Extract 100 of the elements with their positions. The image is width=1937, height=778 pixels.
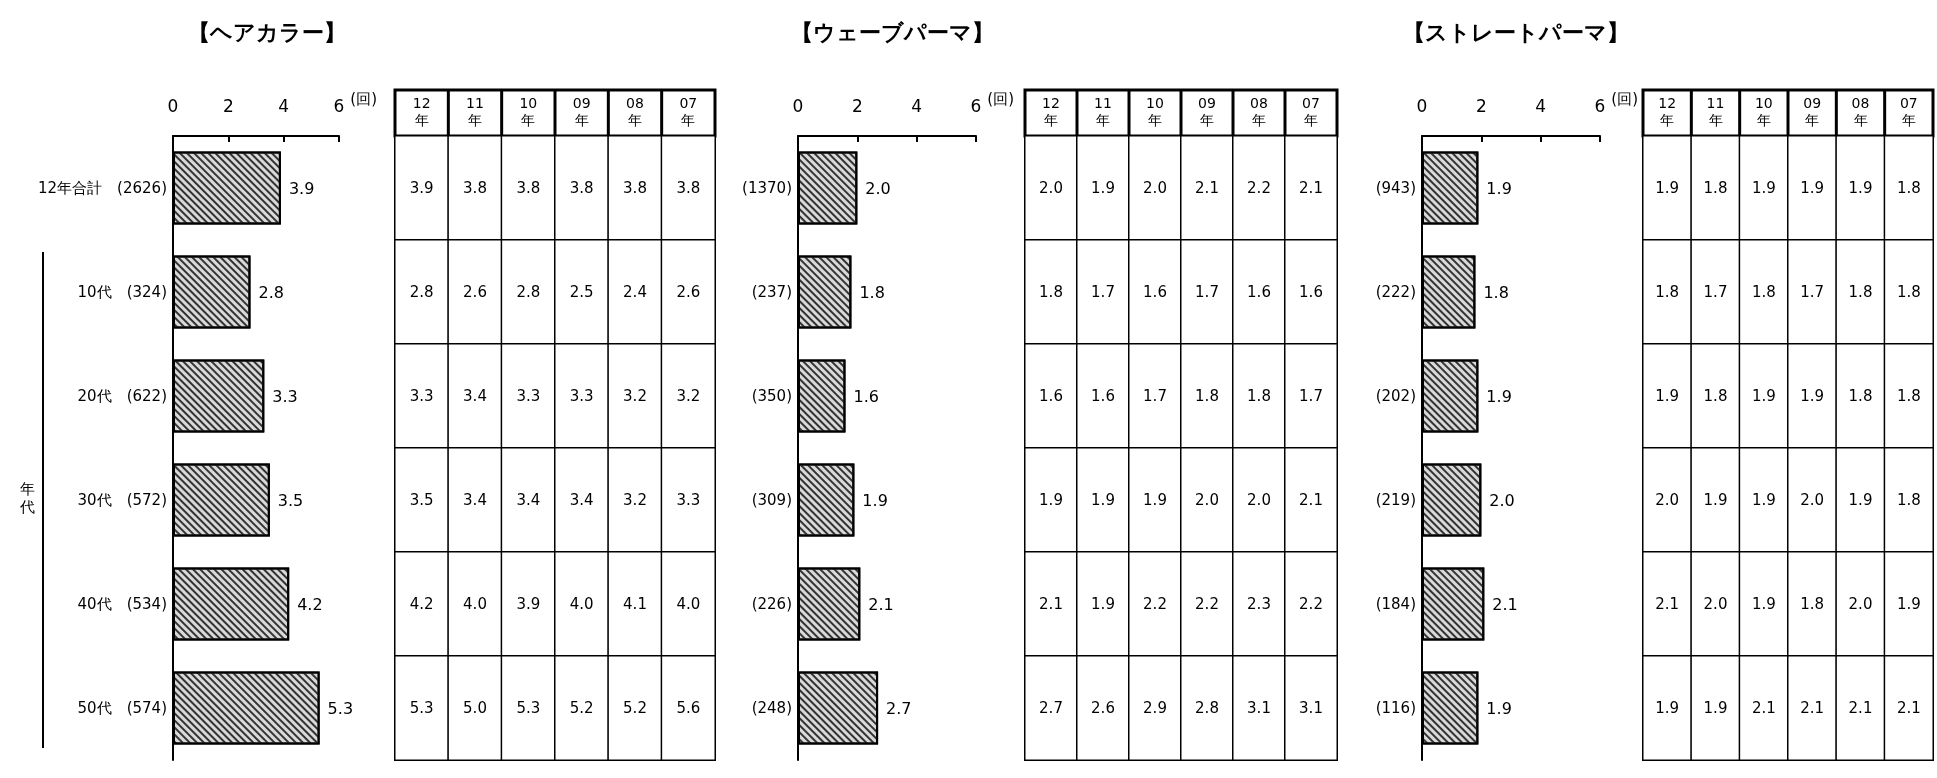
data-label: 4.1 bbox=[623, 595, 647, 613]
data-label: 1.9 bbox=[1751, 387, 1776, 405]
data-label: 1.9 bbox=[1751, 179, 1776, 197]
x-tick-label: 4 bbox=[278, 95, 290, 116]
y-tick-label: (237) bbox=[751, 283, 792, 301]
data-label: 3.3 bbox=[569, 387, 594, 405]
data-label: 2.8 bbox=[1195, 699, 1219, 717]
x-tick-label: 08 年 bbox=[1250, 94, 1268, 128]
data-label: 1.9 bbox=[1486, 386, 1512, 406]
data-label: 1.6 bbox=[1247, 283, 1271, 301]
x-tick-label: 4 bbox=[911, 95, 923, 116]
data-label: 1.9 bbox=[1896, 595, 1921, 613]
x-tick-label: 12 年 bbox=[1042, 94, 1060, 128]
y-tick-label: (943) bbox=[1375, 179, 1416, 197]
data-label: 3.9 bbox=[288, 178, 315, 198]
y-tick-label: (1370) bbox=[742, 179, 792, 197]
data-label: 2.2 bbox=[1247, 179, 1271, 197]
data-label: 3.3 bbox=[409, 387, 434, 405]
x-tick-label: 6 bbox=[970, 95, 982, 116]
x-axis-title: (回) bbox=[350, 89, 378, 108]
data-label: 1.8 bbox=[1751, 283, 1776, 301]
data-label: 2.1 bbox=[868, 594, 894, 614]
y-tick-label: 20代 (622) bbox=[77, 387, 167, 405]
data-label: 2.1 bbox=[1039, 595, 1063, 613]
y-tick-label: (219) bbox=[1375, 491, 1416, 509]
y-tick-label: (116) bbox=[1375, 699, 1416, 717]
x-tick-label: 10 年 bbox=[1146, 94, 1164, 128]
data-label: 1.7 bbox=[1703, 283, 1728, 301]
data-label: 1.9 bbox=[1848, 179, 1873, 197]
data-label: 2.1 bbox=[1800, 699, 1825, 717]
data-label: 1.9 bbox=[1655, 179, 1680, 197]
data-label: 1.9 bbox=[1703, 699, 1728, 717]
x-tick-label: 09 年 bbox=[572, 94, 591, 128]
data-label: 1.8 bbox=[1247, 387, 1271, 405]
data-label: 1.6 bbox=[853, 386, 879, 406]
data-label: 1.7 bbox=[1299, 387, 1323, 405]
x-tick-label: 11 年 bbox=[1094, 94, 1112, 128]
data-label: 2.6 bbox=[676, 283, 701, 301]
data-label: 1.9 bbox=[1751, 491, 1776, 509]
data-label: 1.9 bbox=[862, 490, 888, 510]
x-tick-label: 10 年 bbox=[1754, 94, 1773, 128]
data-label: 2.4 bbox=[623, 283, 647, 301]
data-label: 1.8 bbox=[1896, 283, 1921, 301]
x-tick-label: 2 bbox=[1475, 95, 1487, 116]
data-label: 3.2 bbox=[623, 491, 647, 509]
x-axis-title: (回) bbox=[987, 89, 1015, 108]
data-label: 1.8 bbox=[1039, 283, 1063, 301]
x-tick-label: 0 bbox=[1416, 95, 1428, 116]
data-label: 3.8 bbox=[676, 179, 701, 197]
x-tick-label: 09 年 bbox=[1803, 94, 1822, 128]
x-tick-label: 08 年 bbox=[626, 94, 644, 128]
data-label: 1.9 bbox=[1751, 595, 1776, 613]
data-label: 4.0 bbox=[463, 595, 487, 613]
data-label: 3.8 bbox=[516, 179, 541, 197]
y-tick-label: (184) bbox=[1375, 595, 1416, 613]
data-label: 1.7 bbox=[1091, 283, 1115, 301]
data-label: 1.9 bbox=[1143, 491, 1167, 509]
data-label: 2.1 bbox=[1896, 699, 1921, 717]
data-label: 1.9 bbox=[1655, 387, 1680, 405]
data-label: 1.8 bbox=[1195, 387, 1219, 405]
y-tick-label: (248) bbox=[751, 699, 792, 717]
data-label: 2.9 bbox=[1143, 699, 1167, 717]
data-label: 4.2 bbox=[297, 594, 323, 614]
data-label: 2.2 bbox=[1195, 595, 1219, 613]
data-label: 1.8 bbox=[1848, 387, 1873, 405]
data-label: 1.8 bbox=[1703, 387, 1728, 405]
data-label: 1.9 bbox=[1091, 491, 1115, 509]
data-label: 2.0 bbox=[1703, 595, 1728, 613]
x-tick-label: 11 年 bbox=[1706, 94, 1725, 128]
y-tick-label: (226) bbox=[751, 595, 792, 613]
data-label: 1.8 bbox=[1896, 179, 1921, 197]
chart-title: 【ヘアカラー】 bbox=[188, 19, 346, 45]
data-label: 2.1 bbox=[1848, 699, 1873, 717]
data-label: 2.0 bbox=[1143, 179, 1167, 197]
x-tick-label: 12 年 bbox=[1658, 94, 1677, 128]
data-label: 3.8 bbox=[623, 179, 647, 197]
data-label: 2.7 bbox=[1039, 699, 1063, 717]
data-label: 2.1 bbox=[1751, 699, 1776, 717]
x-tick-label: 2 bbox=[851, 95, 863, 116]
data-label: 4.2 bbox=[409, 595, 434, 613]
data-label: 2.1 bbox=[1655, 595, 1680, 613]
data-label: 5.3 bbox=[327, 698, 354, 718]
data-label: 3.4 bbox=[463, 491, 487, 509]
y-tick-label: (222) bbox=[1375, 283, 1416, 301]
y-tick-label: (309) bbox=[751, 491, 792, 509]
data-label: 2.5 bbox=[569, 283, 594, 301]
data-label: 1.8 bbox=[1655, 283, 1680, 301]
data-label: 1.8 bbox=[859, 282, 885, 302]
data-label: 3.1 bbox=[1247, 699, 1271, 717]
data-label: 5.6 bbox=[676, 699, 701, 717]
x-tick-label: 10 年 bbox=[519, 94, 538, 128]
chart-title: 【ウェーブパーマ】 bbox=[790, 19, 994, 45]
x-tick-label: 09 年 bbox=[1198, 94, 1216, 128]
data-label: 4.0 bbox=[676, 595, 701, 613]
y-tick-label: 30代 (572) bbox=[77, 491, 167, 509]
data-label: 2.0 bbox=[1195, 491, 1219, 509]
data-label: 1.9 bbox=[1091, 179, 1115, 197]
data-label: 2.0 bbox=[1247, 491, 1271, 509]
data-label: 1.9 bbox=[1703, 491, 1728, 509]
x-tick-label: 2 bbox=[222, 95, 234, 116]
